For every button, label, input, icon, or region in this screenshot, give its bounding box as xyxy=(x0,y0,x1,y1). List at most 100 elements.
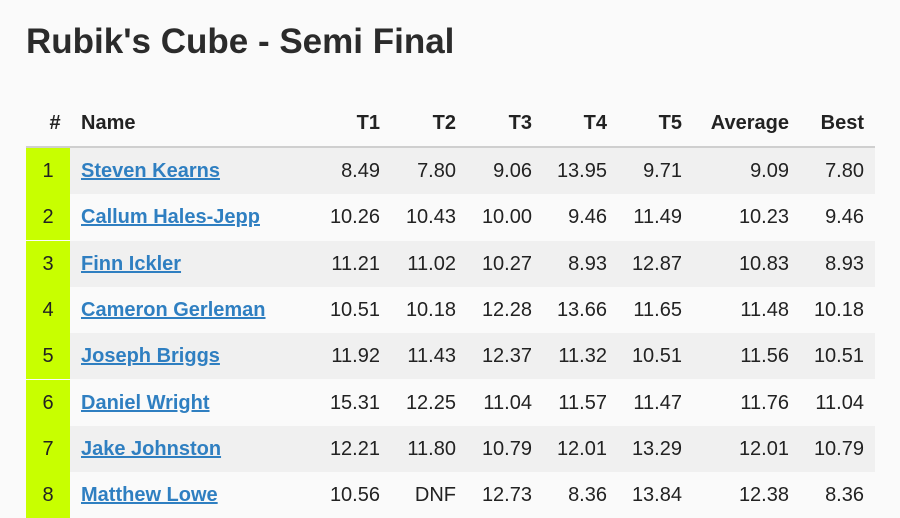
time-cell: 7.80 xyxy=(825,160,864,182)
time-cell: 13.95 xyxy=(556,160,607,182)
time-cell: 11.92 xyxy=(331,345,380,368)
competitor-link[interactable]: Steven Kearns xyxy=(81,160,220,182)
rank-cell: 2 xyxy=(26,194,70,241)
time-cell: 11.57 xyxy=(558,391,607,414)
name-cell: Callum Hales-Jepp xyxy=(81,194,311,240)
time-cell: 10.56 xyxy=(329,484,380,507)
column-header: T4 xyxy=(583,112,607,134)
table-row: 2 Callum Hales-Jepp 10.26 10.43 10.00 9.46 11.… xyxy=(26,194,875,241)
table-row: 4 Cameron Gerleman 10.51 10.18 12.28 13.66 11.… xyxy=(26,286,875,333)
time-cell: 10.26 xyxy=(329,206,380,229)
time-cell: 12.28 xyxy=(481,298,532,321)
time-cell: 11.04 xyxy=(815,391,864,414)
time-cell: 11.56 xyxy=(740,345,789,368)
time-cell: 12.21 xyxy=(329,437,380,460)
column-header: Best xyxy=(820,112,864,134)
column-header: Average xyxy=(710,112,789,134)
time-cell: 11.48 xyxy=(740,298,789,321)
time-cell: 11.02 xyxy=(407,252,456,275)
name-cell: Steven Kearns xyxy=(81,148,311,194)
time-cell: 11.43 xyxy=(407,345,456,368)
time-cell: 11.47 xyxy=(633,391,682,414)
time-cell: 12.01 xyxy=(556,437,607,460)
rank-cell: 3 xyxy=(26,240,70,287)
name-cell: Cameron Gerleman xyxy=(81,287,311,333)
time-cell: 8.93 xyxy=(568,252,607,275)
time-cell: 10.51 xyxy=(631,345,682,368)
table-row: 5 Joseph Briggs 11.92 11.43 12.37 11.32 10.51 1… xyxy=(26,333,875,380)
column-header: T5 xyxy=(658,112,682,134)
time-cell: 9.46 xyxy=(825,206,864,229)
time-cell: 8.36 xyxy=(568,484,607,507)
name-cell: Joseph Briggs xyxy=(81,333,311,379)
time-cell: 10.79 xyxy=(813,437,864,460)
name-cell: Matthew Lowe xyxy=(81,472,311,518)
table-row: 1 Steven Kearns 8.49 7.80 9.06 13.95 9.71 9.09 7… xyxy=(26,148,875,194)
time-cell: 11.04 xyxy=(483,391,532,414)
column-header: # xyxy=(49,112,61,134)
column-header: T1 xyxy=(356,112,380,134)
table-row: 7 Jake Johnston 12.21 11.80 10.79 12.01 13.29 1… xyxy=(26,425,875,472)
column-header: Name xyxy=(81,112,136,134)
time-cell: 8.93 xyxy=(825,252,864,275)
time-cell: 8.49 xyxy=(341,160,380,182)
table-row: 8 Matthew Lowe 10.56 DNF 12.73 8.36 13.84 12.38… xyxy=(26,472,875,518)
time-cell: 13.66 xyxy=(556,298,607,321)
competitor-link[interactable]: Jake Johnston xyxy=(81,437,222,460)
time-cell: 9.46 xyxy=(568,206,607,229)
competitor-link[interactable]: Daniel Wright xyxy=(81,391,210,414)
rank-cell: 4 xyxy=(26,286,70,333)
competitor-link[interactable]: Matthew Lowe xyxy=(81,484,218,507)
time-cell: 11.76 xyxy=(740,391,789,414)
time-cell: 9.71 xyxy=(643,160,682,182)
table-row: 6 Daniel Wright 15.31 12.25 11.04 11.57 11.47 1… xyxy=(26,379,875,426)
time-cell: 12.73 xyxy=(481,484,532,507)
time-cell: 11.32 xyxy=(558,345,607,368)
rank-cell: 6 xyxy=(26,379,70,426)
time-cell: 9.09 xyxy=(750,160,789,182)
table-row: 3 Finn Ickler 11.21 11.02 10.27 8.93 12.87 10.8… xyxy=(26,240,875,287)
competitor-link[interactable]: Joseph Briggs xyxy=(81,345,220,368)
time-cell: 12.25 xyxy=(405,391,456,414)
page: Rubik's Cube - Semi Final # Name T1 T2 T3 T4 T… xyxy=(26,22,875,518)
time-cell: 13.29 xyxy=(631,437,682,460)
time-cell: 11.21 xyxy=(331,252,380,275)
rank-cell: 5 xyxy=(26,333,70,380)
competitor-link[interactable]: Finn Ickler xyxy=(81,252,182,275)
time-cell: 10.51 xyxy=(813,345,864,368)
time-cell: 11.80 xyxy=(407,437,456,460)
rank-cell: 7 xyxy=(26,425,70,472)
time-cell: 12.38 xyxy=(738,484,789,507)
name-cell: Finn Ickler xyxy=(81,241,311,287)
column-header: T2 xyxy=(432,112,456,134)
name-cell: Jake Johnston xyxy=(81,426,311,472)
column-header: T3 xyxy=(508,112,532,134)
time-cell: 15.31 xyxy=(329,391,380,414)
time-cell: 10.83 xyxy=(738,252,789,275)
time-cell: 7.80 xyxy=(417,160,456,182)
time-cell: 10.18 xyxy=(405,298,456,321)
time-cell: 13.84 xyxy=(631,484,682,507)
time-cell: 10.18 xyxy=(813,298,864,321)
time-cell: DNF xyxy=(414,484,456,507)
name-cell: Daniel Wright xyxy=(81,380,311,426)
time-cell: 10.23 xyxy=(738,206,789,229)
time-cell: 10.43 xyxy=(405,206,456,229)
time-cell: 12.87 xyxy=(631,252,682,275)
rank-cell: 8 xyxy=(26,472,70,518)
competitor-link[interactable]: Cameron Gerleman xyxy=(81,298,266,321)
time-cell: 8.36 xyxy=(825,484,864,507)
time-cell: 10.51 xyxy=(329,298,380,321)
rank-cell: 1 xyxy=(26,148,70,194)
time-cell: 9.06 xyxy=(493,160,532,182)
time-cell: 10.00 xyxy=(481,206,532,229)
competitor-link[interactable]: Callum Hales-Jepp xyxy=(81,206,260,229)
header-row: # Name T1 T2 T3 T4 T5 Average Best xyxy=(26,100,875,148)
page-title: Rubik's Cube - Semi Final xyxy=(26,22,455,61)
time-cell: 10.27 xyxy=(481,252,532,275)
time-cell: 12.01 xyxy=(738,437,789,460)
time-cell: 11.65 xyxy=(633,298,682,321)
time-cell: 11.49 xyxy=(633,206,682,229)
time-cell: 10.79 xyxy=(481,437,532,460)
time-cell: 12.37 xyxy=(481,345,532,368)
